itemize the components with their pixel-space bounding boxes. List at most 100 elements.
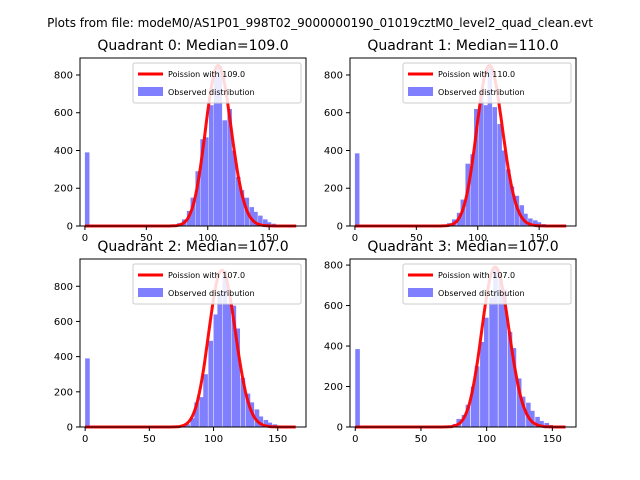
subplot-title: Quadrant 0: Median=109.0: [97, 38, 288, 54]
x-tick-label: 150: [260, 233, 279, 244]
histogram-bar: [190, 418, 196, 427]
legend-label-observed: Observed distribution: [168, 88, 255, 97]
histogram-bar: [533, 220, 538, 226]
x-tick-label: 0: [352, 434, 358, 445]
histogram-bar: [200, 139, 205, 226]
histogram-bar: [493, 267, 498, 427]
axes-frame: [79, 258, 307, 428]
subplot-quadrant-1: Quadrant 1: Median=110.0 0 50 100 150 0 200 400…: [324, 38, 577, 244]
histogram-bar: [478, 90, 484, 226]
axes-frame: [349, 57, 577, 227]
y-tick-label: 400: [324, 342, 343, 353]
x-tick-label: 100: [468, 233, 487, 244]
legend: Poission with 110.0 Observed distribution: [402, 62, 572, 104]
y-tick-label: 600: [54, 108, 73, 119]
histogram-bar: [266, 222, 272, 226]
histogram-bar: [483, 105, 489, 226]
subplot-quadrant-3: Quadrant 3: Median=107.0 0 50 100 150 0 200 400…: [324, 239, 577, 445]
histogram-bar: [497, 124, 502, 226]
subplot-title: Quadrant 3: Median=107.0: [367, 239, 558, 255]
y-tick-label: 200: [54, 184, 73, 195]
histogram-bar: [249, 207, 255, 226]
histogram-bar: [258, 416, 264, 427]
histogram-bar: [203, 374, 208, 427]
histogram-bar: [213, 76, 219, 226]
histogram-bar: [235, 328, 240, 427]
histogram-bar: [528, 218, 533, 226]
histogram-bar: [535, 416, 540, 427]
subplot-grid: Quadrant 0: Median=109.0 0 50 100 150 0 200 400…: [54, 38, 577, 445]
histogram-bar: [194, 402, 199, 427]
axes-frame: [79, 57, 307, 227]
x-tick-label: 150: [268, 434, 287, 445]
histogram-bar: [461, 414, 467, 427]
histogram-bar: [480, 341, 485, 427]
legend-box: [132, 62, 302, 104]
histogram-bar: [507, 331, 513, 427]
legend: Poission with 109.0 Observed distribution: [132, 62, 302, 104]
histogram-bar: [240, 377, 246, 427]
x-tick-label: 100: [477, 434, 496, 445]
x-tick-label: 0: [82, 233, 88, 244]
subplot-quadrant-2: Quadrant 2: Median=107.0 0 50 100 150 0 200 400…: [54, 239, 307, 445]
histogram-bar: [470, 154, 475, 226]
histogram-bar: [217, 65, 223, 226]
histogram-bar: [231, 305, 237, 427]
x-tick-label: 100: [204, 434, 223, 445]
y-tick-label: 0: [337, 222, 343, 233]
histogram-bar: [484, 317, 489, 427]
y-tick-label: 0: [67, 423, 73, 434]
y-tick-label: 800: [54, 282, 73, 293]
histogram-bar: [520, 396, 526, 427]
histogram-bar: [530, 410, 535, 427]
y-tick-label: 0: [67, 222, 73, 233]
histogram-bar: [213, 314, 219, 427]
histogram-bar: [226, 303, 232, 427]
y-tick-label: 400: [54, 146, 73, 157]
x-tick-label: 50: [140, 233, 153, 244]
histogram-bar: [227, 108, 232, 226]
legend-box: [402, 62, 572, 104]
x-tick-label: 150: [530, 233, 549, 244]
legend-patch-swatch: [138, 288, 163, 297]
y-tick-label: 800: [324, 261, 343, 272]
y-tick-label: 400: [54, 352, 73, 363]
histogram-bar: [505, 169, 511, 226]
legend: Poission with 107.0 Observed distribution: [402, 263, 572, 305]
legend-label-poisson: Poission with 107.0: [168, 271, 245, 280]
subplot-title: Quadrant 2: Median=107.0: [97, 239, 288, 255]
histogram-bar: [355, 349, 360, 427]
legend-label-poisson: Poission with 109.0: [168, 70, 245, 79]
y-tick-label: 600: [324, 108, 343, 119]
y-tick-label: 600: [324, 301, 343, 312]
subplot-title: Quadrant 1: Median=110.0: [367, 38, 558, 54]
x-tick-label: 150: [543, 434, 562, 445]
legend-patch-swatch: [408, 87, 433, 96]
axes-frame: [349, 258, 577, 428]
histogram-bar: [487, 65, 493, 226]
histogram-bar: [474, 366, 480, 427]
y-tick-label: 600: [54, 317, 73, 328]
histogram-bar: [85, 358, 90, 427]
legend-label-poisson: Poission with 110.0: [438, 70, 515, 79]
histogram-bar: [492, 107, 498, 226]
histogram-bar: [489, 297, 494, 427]
y-tick-label: 800: [54, 70, 73, 81]
legend-label-observed: Observed distribution: [438, 289, 525, 298]
histogram-bar: [185, 424, 190, 427]
legend-label-observed: Observed distribution: [438, 88, 525, 97]
histogram-bar: [516, 378, 522, 427]
histogram-bar: [222, 120, 228, 226]
histogram-bar: [245, 393, 251, 427]
histogram-bar: [231, 150, 236, 226]
histogram-bar: [208, 105, 214, 226]
x-tick-label: 100: [198, 233, 217, 244]
histogram-bar: [190, 197, 196, 226]
histogram-bar: [502, 289, 508, 427]
histogram-bar: [509, 186, 515, 226]
figure-suptitle: Plots from file: modeM0/AS1P01_998T02_90…: [47, 16, 593, 30]
subplot-quadrant-0: Quadrant 0: Median=109.0 0 50 100 150 0 200 400…: [54, 38, 307, 244]
y-tick-label: 400: [324, 146, 343, 157]
y-tick-label: 200: [324, 184, 343, 195]
histogram-bar: [470, 386, 476, 427]
